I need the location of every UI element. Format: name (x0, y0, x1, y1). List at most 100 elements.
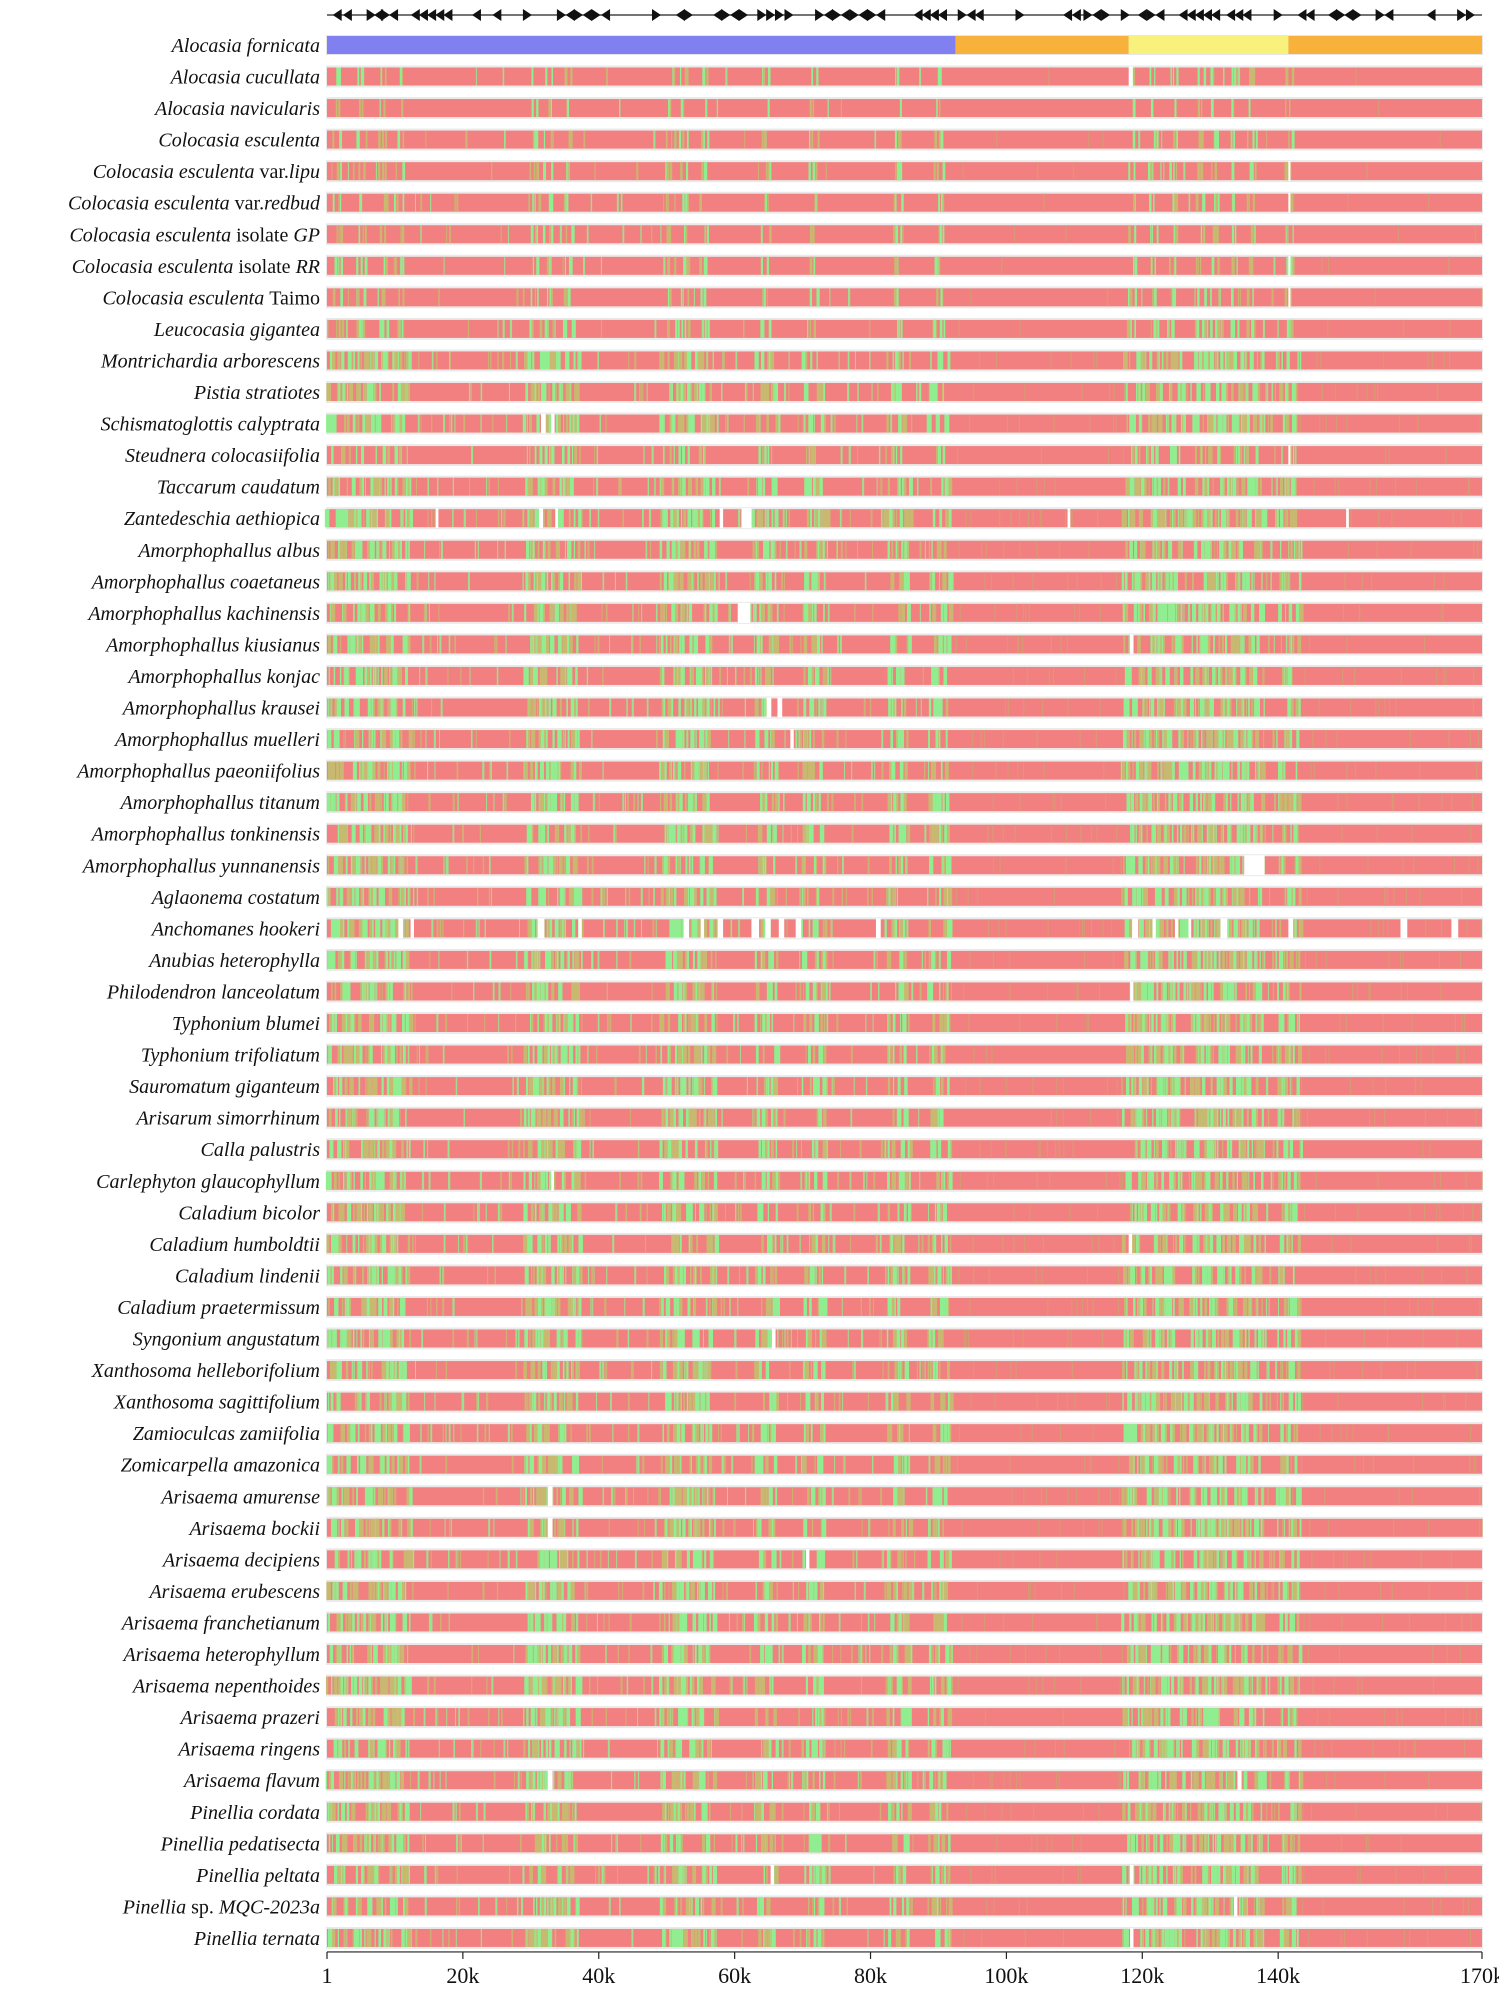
variable-stripe (1291, 414, 1296, 433)
variable-stripe (804, 572, 809, 591)
variable-stripe (1176, 698, 1181, 717)
variable-stripe (772, 666, 774, 685)
variable-stripe (1146, 793, 1148, 812)
variable-stripe (770, 383, 775, 401)
variable-stripe (894, 383, 899, 401)
variable-stripe (412, 887, 415, 906)
variable-stripe (932, 793, 936, 812)
alignment-gap (1128, 66, 1133, 87)
variable-stripe (874, 130, 877, 149)
gene-arrow (1194, 9, 1204, 21)
variable-stripe (1220, 824, 1222, 843)
variable-stripe (1393, 887, 1395, 906)
variable-stripe (1141, 824, 1143, 843)
variable-stripe (1249, 351, 1252, 370)
variable-stripe (1143, 698, 1146, 717)
variable-stripe (716, 99, 719, 118)
variable-stripe (342, 446, 346, 465)
variable-stripe (1265, 572, 1268, 591)
variable-stripe (446, 225, 448, 244)
variable-stripe (1234, 225, 1237, 244)
variable-stripe (693, 540, 696, 559)
species-row: Amorphophallus kachinensis (86, 601, 1483, 625)
variable-stripe (812, 477, 816, 496)
variable-stripe (457, 793, 459, 812)
variable-stripe (706, 887, 710, 906)
variable-stripe (399, 414, 403, 433)
variable-stripe (1128, 225, 1131, 244)
variable-stripe (563, 919, 565, 938)
variable-stripe (893, 193, 897, 212)
variable-stripe (809, 256, 812, 275)
variable-stripe (1160, 509, 1166, 528)
variable-stripe (532, 730, 535, 749)
variable-stripe (929, 414, 932, 433)
variable-stripe (1375, 698, 1377, 717)
variable-stripe (368, 856, 371, 875)
variable-stripe (1129, 509, 1131, 528)
variable-stripe (837, 635, 839, 654)
variable-stripe (1274, 383, 1277, 401)
variable-stripe (369, 572, 371, 591)
variable-stripe (660, 477, 662, 496)
variable-stripe (994, 603, 996, 622)
variable-stripe (1211, 572, 1213, 591)
variable-stripe (983, 730, 986, 749)
variable-stripe (641, 509, 644, 528)
variable-stripe (1231, 635, 1235, 654)
variable-stripe (1176, 950, 1178, 969)
variable-stripe (522, 572, 524, 591)
variable-stripe (1369, 477, 1371, 496)
variable-stripe (1285, 383, 1288, 401)
variable-stripe (723, 351, 725, 370)
variable-stripe (356, 288, 360, 307)
variable-stripe (548, 856, 552, 875)
variable-stripe (869, 698, 872, 717)
variable-stripe (703, 130, 705, 149)
variable-stripe (1227, 414, 1230, 433)
variable-stripe (899, 572, 903, 591)
variable-stripe (744, 730, 746, 749)
variable-stripe (562, 477, 566, 496)
variable-stripe (872, 603, 874, 622)
variable-stripe (822, 730, 825, 749)
variable-stripe (1449, 351, 1451, 370)
variable-stripe (1160, 603, 1164, 622)
variable-stripe (730, 919, 732, 938)
variable-stripe (425, 730, 427, 749)
variable-stripe (847, 288, 851, 307)
variable-stripe (1252, 383, 1256, 401)
variable-stripe (1275, 509, 1279, 528)
variable-stripe (339, 824, 343, 843)
variable-stripe (1215, 824, 1217, 843)
variable-stripe (1467, 477, 1470, 496)
variable-stripe (1286, 162, 1290, 181)
variable-stripe (385, 130, 388, 149)
variable-stripe (1233, 950, 1237, 969)
variable-stripe (536, 572, 538, 591)
variable-stripe (1232, 193, 1234, 212)
variable-stripe (1470, 824, 1472, 843)
variable-stripe (1244, 793, 1247, 812)
variable-stripe (594, 162, 596, 181)
variable-stripe (542, 351, 547, 370)
variable-stripe (938, 193, 941, 212)
variable-stripe (671, 414, 674, 433)
variable-stripe (1016, 477, 1018, 496)
species-row: Pistia stratiotes (193, 381, 1483, 404)
variable-stripe (1107, 446, 1110, 465)
variable-stripe (1247, 698, 1251, 717)
variable-stripe (369, 572, 374, 591)
variable-stripe (1150, 856, 1153, 875)
species-label: Amorphophallus kachinensis (86, 603, 320, 625)
variable-stripe (1183, 414, 1186, 433)
variable-stripe (628, 887, 631, 906)
variable-stripe (806, 477, 808, 496)
variable-stripe (425, 666, 427, 685)
variable-stripe (573, 319, 576, 338)
variable-stripe (812, 635, 818, 654)
variable-stripe (800, 635, 802, 654)
variable-stripe (557, 730, 562, 749)
variable-stripe (805, 603, 809, 622)
gene-arrow (840, 9, 850, 21)
